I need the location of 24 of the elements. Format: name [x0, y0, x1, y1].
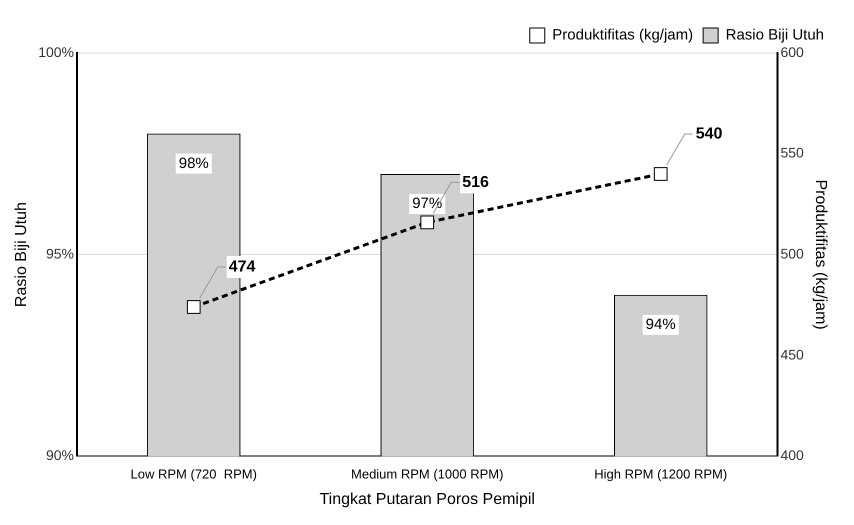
legend-label: Produktifitas (kg/jam)	[552, 26, 694, 44]
data-label: 540	[696, 125, 722, 142]
data-label: 98%	[178, 154, 209, 172]
data-label: 516	[462, 174, 490, 191]
y-axis-title: Rasio Biji Utuh	[13, 202, 30, 308]
data-label: 94%	[646, 316, 676, 334]
y2-tick-label: 400	[780, 447, 804, 464]
x-tick-label: Low RPM (720 RPM)	[130, 466, 257, 482]
data-label: 474	[228, 258, 256, 276]
x-axis-title: Tingkat Putaran Poros Pemipil	[319, 490, 535, 508]
y2-tick-label: 450	[780, 346, 804, 362]
point	[186, 300, 201, 314]
y-tick-label: 90%	[46, 447, 74, 464]
y2-tick-label: 550	[780, 144, 804, 161]
x-tick-label: Medium RPM (1000 RPM)	[351, 466, 504, 482]
y2-tick-label: 600	[780, 44, 804, 60]
legend-label: Rasio Biji Utuh	[726, 26, 824, 44]
x-tick-label: High RPM (1200 RPM)	[594, 466, 728, 482]
y2-tick-label: 500	[780, 245, 804, 262]
y-tick-label: 95%	[46, 245, 74, 262]
point	[420, 215, 434, 230]
y2-axis-title: Produktifitas (kg/jam)	[812, 179, 829, 330]
y-tick-label: 100%	[38, 44, 74, 60]
data-label: 97%	[412, 195, 442, 212]
